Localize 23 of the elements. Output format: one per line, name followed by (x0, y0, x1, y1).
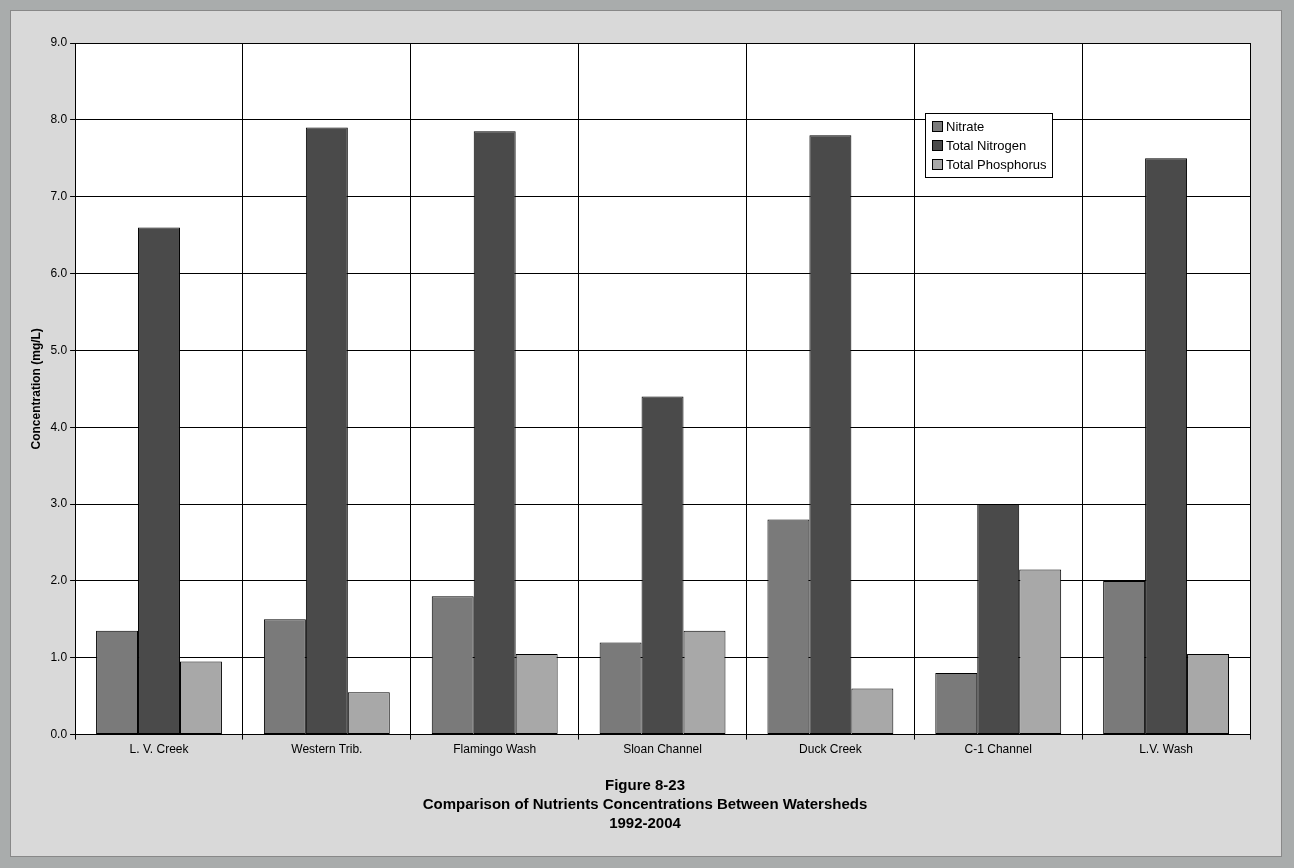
legend-label: Nitrate (946, 119, 985, 134)
text: Comparison of Nutrients Concentrations Between Watersheds 1992-2004 (421, 794, 869, 832)
text: Figure 8-23 (604, 775, 686, 794)
x-tick-label: Flamingo Wash (453, 742, 537, 757)
y-tick-label: 0.0 (50, 726, 68, 741)
y-tick-label: 4.0 (50, 419, 68, 434)
y-tick-label: 2.0 (50, 573, 68, 588)
y-tick-label: 8.0 (50, 112, 68, 127)
y-tick-label: 1.0 (50, 650, 68, 665)
x-tick-label: L. V. Creek (129, 742, 190, 757)
y-tick-label: 3.0 (50, 496, 68, 511)
x-tick-label: Duck Creek (799, 742, 863, 757)
y-tick-label: 9.0 (50, 35, 68, 50)
x-tick-label: C-1 Channel (964, 742, 1032, 757)
x-tick-label: Sloan Channel (623, 742, 702, 757)
x-tick-label: L.V. Wash (1139, 742, 1193, 757)
y-tick-label: 7.0 (50, 189, 68, 203)
legend-label: Total Phosphorus (946, 157, 1047, 172)
y-tick-label: 6.0 (50, 265, 68, 280)
legend-label: Total Nitrogen (946, 138, 1027, 153)
x-tick-label: Western Trib. (291, 742, 363, 757)
y-tick-label: 5.0 (50, 342, 68, 357)
y-axis-title: Concentration (mg/L) (28, 328, 43, 450)
